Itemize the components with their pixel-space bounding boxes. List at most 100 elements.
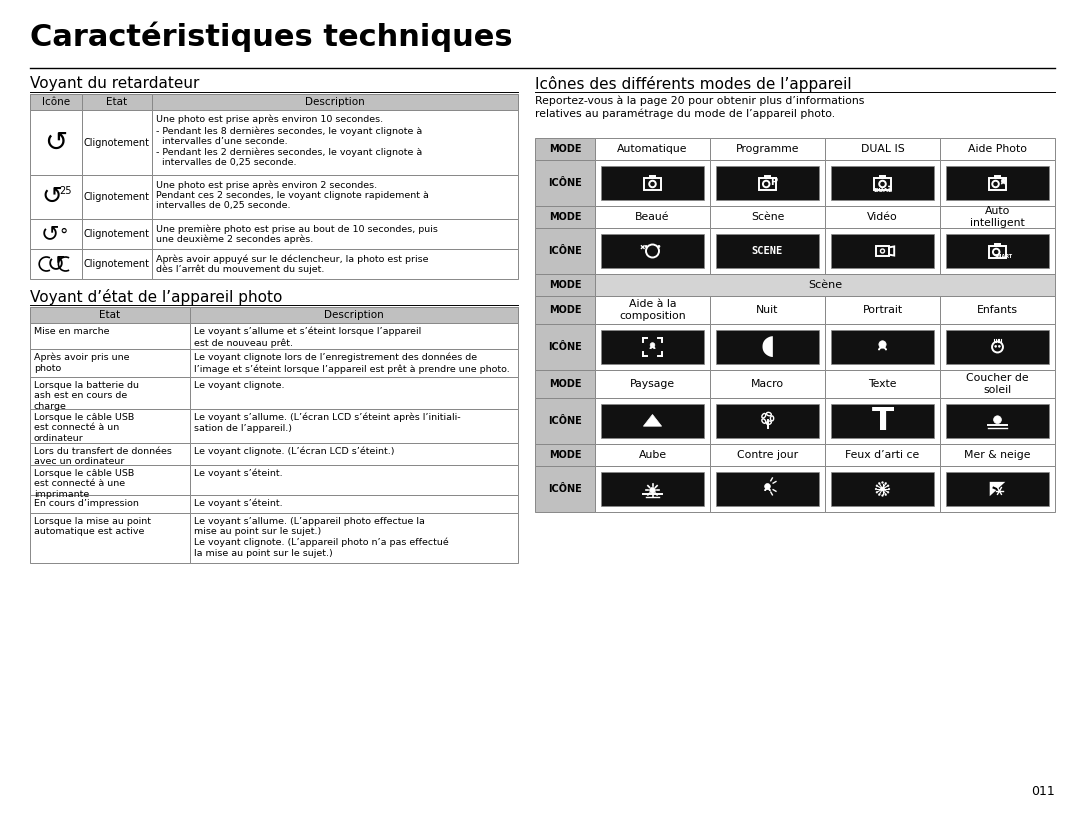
Bar bbox=[946, 472, 1049, 506]
Circle shape bbox=[650, 343, 654, 347]
Bar bbox=[940, 160, 1055, 206]
Bar bbox=[710, 138, 825, 160]
Text: Description: Description bbox=[306, 97, 365, 107]
Bar bbox=[600, 234, 704, 268]
Text: Caractéristiques techniques: Caractéristiques techniques bbox=[30, 22, 513, 52]
Text: Macro: Macro bbox=[751, 379, 784, 389]
Bar bbox=[825, 398, 940, 444]
Text: Le voyant s’éteint.: Le voyant s’éteint. bbox=[194, 469, 283, 478]
Text: DUAL IS: DUAL IS bbox=[861, 144, 904, 154]
Text: Après avoir appuyé sur le déclencheur, la photo est prise
dès l’arrêt du mouveme: Après avoir appuyé sur le déclencheur, l… bbox=[156, 254, 429, 275]
Text: MODE: MODE bbox=[549, 144, 581, 154]
Circle shape bbox=[765, 483, 770, 489]
Circle shape bbox=[994, 416, 1001, 424]
Bar bbox=[152, 249, 518, 279]
Bar bbox=[600, 404, 704, 438]
Text: 25: 25 bbox=[59, 186, 72, 196]
Text: MODE: MODE bbox=[549, 379, 581, 389]
Circle shape bbox=[876, 491, 878, 493]
Bar bbox=[190, 513, 518, 563]
Circle shape bbox=[879, 341, 886, 348]
Bar bbox=[595, 160, 710, 206]
Text: SMART: SMART bbox=[994, 254, 1013, 259]
Bar bbox=[600, 330, 704, 364]
Bar bbox=[190, 409, 518, 443]
Bar bbox=[825, 324, 940, 370]
Bar bbox=[876, 246, 889, 256]
Text: Etat: Etat bbox=[99, 310, 121, 320]
Text: Paysage: Paysage bbox=[630, 379, 675, 389]
Bar bbox=[152, 219, 518, 249]
Bar bbox=[30, 219, 82, 249]
Bar bbox=[82, 110, 152, 175]
Circle shape bbox=[878, 482, 880, 484]
Text: MODE: MODE bbox=[549, 212, 581, 222]
Text: MODE: MODE bbox=[549, 450, 581, 460]
Bar bbox=[946, 404, 1049, 438]
Bar bbox=[716, 472, 819, 506]
Text: Clignotement: Clignotement bbox=[84, 229, 150, 239]
Bar bbox=[30, 323, 190, 349]
Text: Nuit: Nuit bbox=[756, 305, 779, 315]
Bar bbox=[30, 377, 190, 409]
Bar bbox=[825, 444, 940, 466]
Text: SCENE: SCENE bbox=[752, 246, 783, 256]
Circle shape bbox=[878, 494, 880, 496]
Text: ICÔNE: ICÔNE bbox=[549, 416, 582, 426]
Bar bbox=[30, 465, 190, 495]
Bar bbox=[940, 370, 1055, 398]
Text: Le voyant clignote.: Le voyant clignote. bbox=[194, 381, 284, 390]
Text: ICÔNE: ICÔNE bbox=[549, 342, 582, 352]
Text: Aide à la
composition: Aide à la composition bbox=[619, 299, 686, 321]
Bar bbox=[874, 178, 891, 190]
Text: Le voyant clignote lors de l’enregistrement des données de
l’image et s’éteint l: Le voyant clignote lors de l’enregistrem… bbox=[194, 353, 510, 373]
Text: Le voyant s’allume. (L’écran LCD s’éteint après l’initiali-
sation de l’appareil: Le voyant s’allume. (L’écran LCD s’étein… bbox=[194, 413, 461, 433]
Bar bbox=[825, 370, 940, 398]
Bar bbox=[535, 138, 595, 160]
Text: Scène: Scène bbox=[808, 280, 842, 290]
Text: MODE: MODE bbox=[549, 305, 581, 315]
Bar bbox=[940, 206, 1055, 228]
Bar bbox=[825, 138, 940, 160]
Text: Mise en marche: Mise en marche bbox=[33, 327, 109, 336]
Text: Lorsque le câble USB
est connecté à une
imprimante: Lorsque le câble USB est connecté à une … bbox=[33, 469, 134, 499]
Bar bbox=[595, 444, 710, 466]
Bar bbox=[535, 466, 595, 512]
Bar bbox=[30, 409, 190, 443]
Circle shape bbox=[875, 488, 877, 490]
Bar bbox=[710, 398, 825, 444]
Circle shape bbox=[658, 245, 660, 248]
Text: Feux d’arti ce: Feux d’arti ce bbox=[846, 450, 920, 460]
Bar bbox=[831, 472, 934, 506]
Text: ↺: ↺ bbox=[41, 185, 63, 209]
Text: Après avoir pris une
photo: Après avoir pris une photo bbox=[33, 353, 130, 373]
Bar bbox=[190, 465, 518, 495]
Bar bbox=[650, 176, 654, 178]
Bar bbox=[831, 330, 934, 364]
Bar bbox=[940, 324, 1055, 370]
Bar bbox=[759, 178, 775, 190]
Bar bbox=[190, 443, 518, 465]
Bar bbox=[152, 94, 518, 110]
Text: Lorsque la batterie du
ash est en cours de
charge: Lorsque la batterie du ash est en cours … bbox=[33, 381, 139, 411]
Bar bbox=[716, 234, 819, 268]
Bar bbox=[190, 377, 518, 409]
Circle shape bbox=[995, 346, 997, 347]
Bar bbox=[710, 370, 825, 398]
Circle shape bbox=[888, 488, 890, 490]
Bar bbox=[190, 307, 518, 323]
Bar bbox=[535, 296, 595, 324]
Text: Scène: Scène bbox=[751, 212, 784, 222]
Bar bbox=[996, 244, 999, 246]
Text: T: T bbox=[872, 406, 893, 437]
Text: DUAL: DUAL bbox=[873, 187, 892, 192]
Bar bbox=[825, 206, 940, 228]
Bar bbox=[30, 349, 190, 377]
Text: En cours d’impression: En cours d’impression bbox=[33, 499, 139, 508]
Bar bbox=[831, 166, 934, 200]
Circle shape bbox=[650, 487, 656, 493]
Bar bbox=[30, 94, 82, 110]
Bar bbox=[595, 228, 710, 274]
Bar bbox=[940, 228, 1055, 274]
Bar bbox=[825, 228, 940, 274]
